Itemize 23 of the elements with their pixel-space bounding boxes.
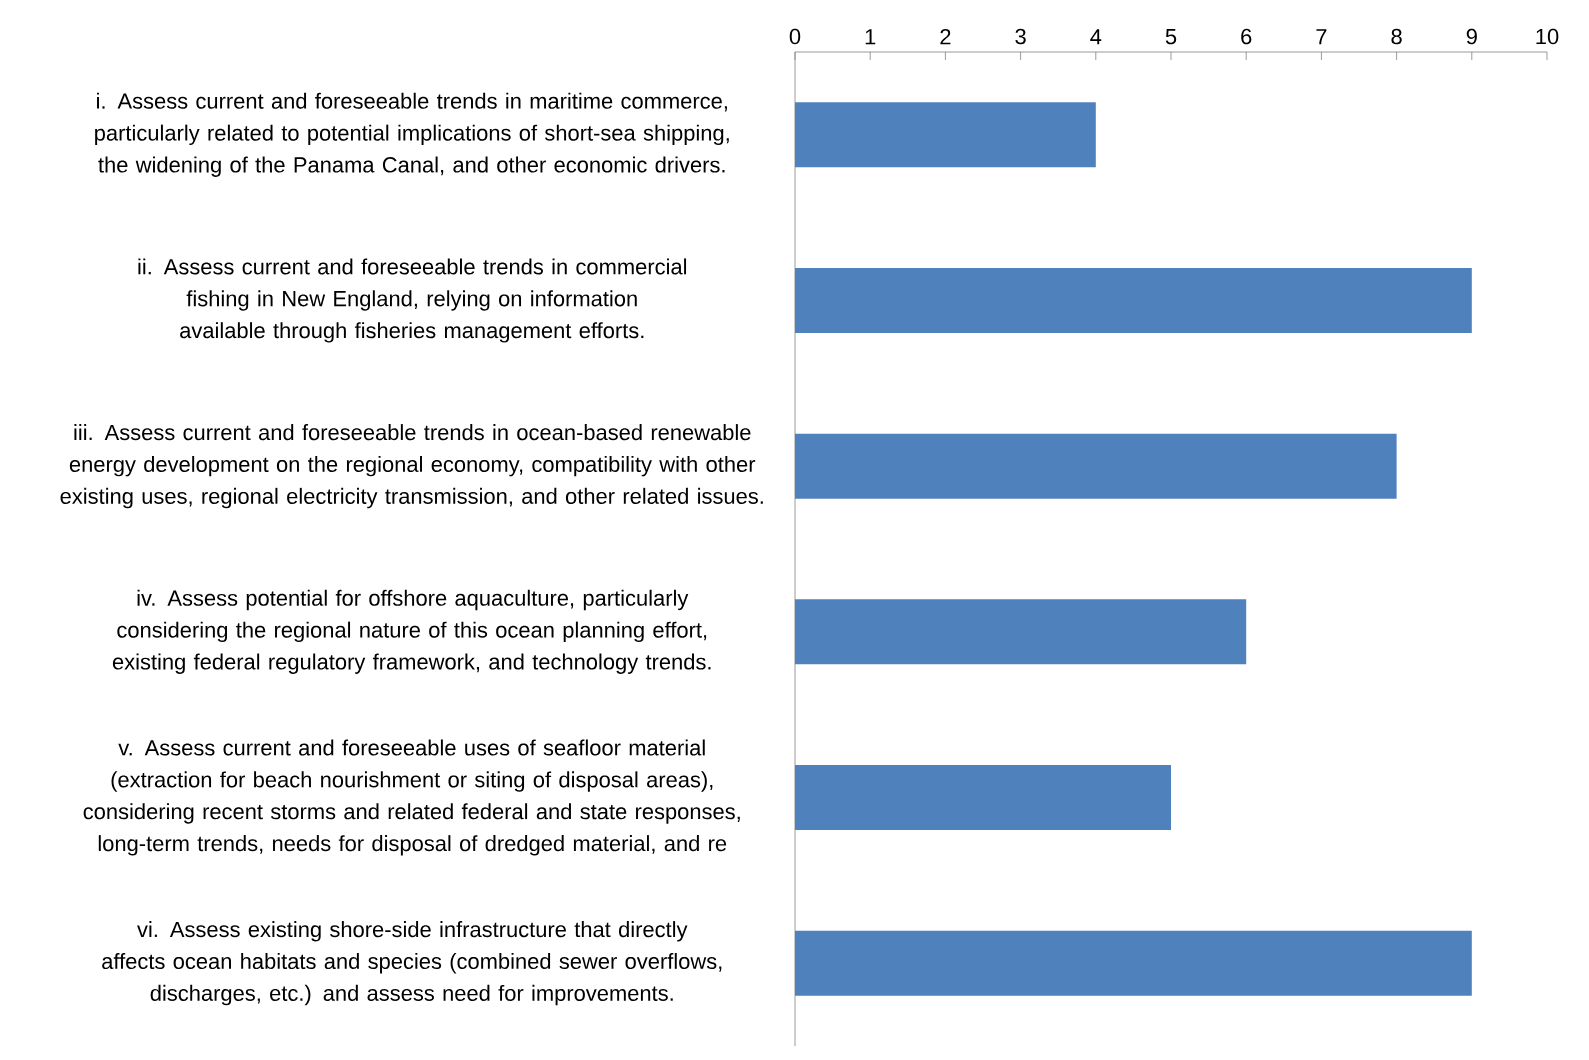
y-tick-label: i. Assess current and foreseeable trends in maritime commerce, particularly related to potential implications of short-sea shipping, the widening of the Panama Canal, and other economic drivers.: [95, 92, 729, 177]
x-tick-label: 9: [1466, 28, 1477, 45]
y-tick-label: iv. Assess potential for offshore aquaculture, particularly considering the regional nature of this ocean planning effort, existing federal regulatory framework, and technology trends.: [112, 589, 711, 674]
bar: [795, 765, 1172, 831]
bar: [795, 102, 1096, 168]
x-tick-label: 4: [1090, 29, 1102, 45]
x-tick-label: 3: [1015, 28, 1026, 45]
bar: [795, 433, 1397, 499]
x-tick-label: 1: [865, 29, 876, 45]
bar: [795, 599, 1247, 665]
x-tick-label: 6: [1241, 28, 1252, 45]
bar: [795, 930, 1472, 996]
x-tick-label: 8: [1391, 28, 1402, 45]
x-tick-label: 5: [1165, 29, 1177, 45]
y-tick-label: vi. Assess existing shore-side infrastructure that directly affects ocean habitats and species (combined sewer overflows, discharges, etc.) and assess need for improvements.: [102, 921, 722, 1006]
x-tick-label: 10: [1536, 28, 1559, 45]
x-tick-label: 7: [1316, 29, 1327, 45]
x-tick-label: 0: [789, 28, 801, 45]
y-tick-label: ii. Assess current and foreseeable trends in commercial fishing in New England, relying on information available through fisheries management efforts.: [138, 258, 687, 343]
x-tick-label: 2: [940, 29, 951, 45]
bar: [795, 268, 1472, 334]
y-tick-label: v. Assess current and foreseeable uses of seafloor material (extraction for beach nourishment or siting of disposal areas), considering recent storms and related federal and state responses, long-term trends, needs for disposal of dredged material, and re: [83, 739, 740, 856]
y-tick-label: iii. Assess current and foreseeable trends in ocean-based renewable energy development on the regional economy, compatibility with other existing uses, regional electricity transmission, and other related issues.: [60, 424, 763, 509]
